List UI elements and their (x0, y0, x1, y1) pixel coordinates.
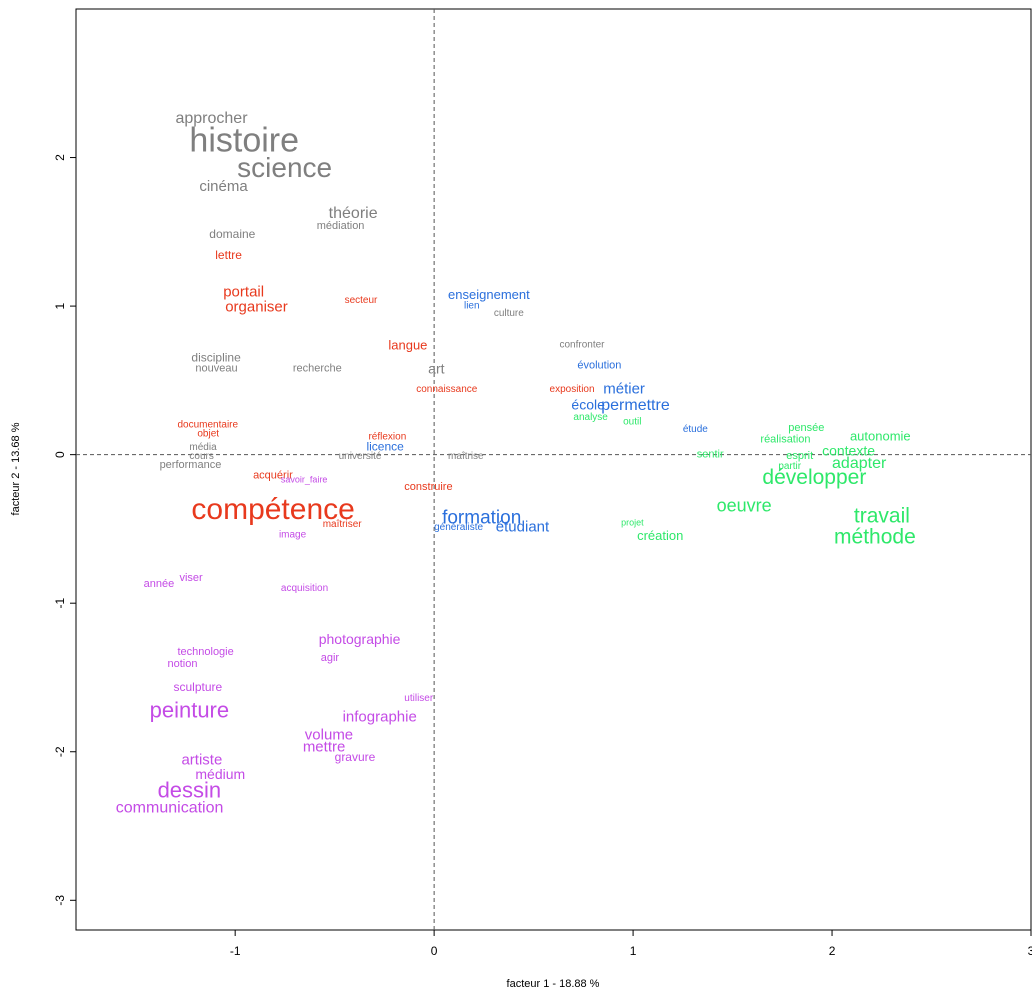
word-point: approcher (175, 110, 248, 127)
word-point: savoir_faire (281, 474, 328, 484)
word-point: organiser (225, 299, 288, 316)
word-point: acquérir (253, 469, 293, 481)
word-point: lettre (215, 248, 242, 262)
word-point: documentaire (177, 420, 238, 431)
y-tick-label: -3 (53, 895, 67, 906)
word-point: science (237, 152, 332, 183)
word-point: peinture (150, 697, 230, 722)
word-point: médium (195, 766, 245, 782)
word-point: culture (494, 308, 524, 319)
word-point: recherche (293, 362, 342, 374)
word-point: autonomie (850, 428, 911, 443)
word-point: développer (762, 466, 866, 489)
word-point: infographie (343, 709, 417, 726)
word-point: création (637, 528, 683, 543)
word-point: cinéma (199, 178, 248, 195)
word-point: projet (621, 517, 644, 527)
word-point: lien (464, 301, 480, 312)
word-point: exposition (550, 384, 595, 395)
word-point: image (279, 530, 307, 541)
word-point: université (339, 451, 382, 462)
word-point: technologie (177, 646, 233, 658)
word-point: partir (778, 461, 801, 472)
word-point: secteur (345, 295, 378, 306)
word-point: pensée (788, 422, 824, 434)
x-tick-label: 2 (829, 944, 836, 958)
word-point: compétence (191, 493, 354, 526)
word-point: méthode (834, 525, 916, 548)
word-point: nouveau (195, 362, 237, 374)
word-point: média (189, 442, 217, 453)
word-point: outil (623, 417, 641, 428)
word-point: généraliste (434, 522, 483, 533)
word-point: formation (442, 508, 521, 529)
word-point: cours (189, 451, 213, 462)
word-point: discipline (191, 350, 241, 364)
word-point: mettre (303, 738, 346, 755)
word-point: dessin (158, 778, 222, 803)
word-point: utiliser (404, 693, 434, 704)
word-point: oeuvre (717, 495, 772, 515)
word-point: réflexion (368, 431, 406, 442)
word-point: confronter (559, 339, 605, 350)
word-point: histoire (189, 122, 299, 160)
word-point: acquisition (281, 583, 328, 594)
word-point: agir (321, 652, 340, 664)
word-labels: approcherhistoiresciencecinémathéorieméd… (116, 110, 916, 816)
word-point: art (428, 361, 444, 377)
word-point: performance (160, 459, 222, 471)
x-tick-label: 3 (1028, 944, 1032, 958)
x-tick-label: 0 (431, 944, 438, 958)
word-point: analyse (573, 412, 608, 423)
word-point: travail (854, 505, 910, 528)
y-axis-label: facteur 2 - 13.68 % (10, 422, 22, 515)
word-point: portail (223, 284, 264, 301)
x-axis-label: facteur 1 - 18.88 % (507, 978, 600, 990)
word-point: maîtriser (323, 519, 363, 530)
word-point: médiation (317, 220, 365, 232)
x-axis: -1 0 1 2 3 (230, 930, 1032, 958)
word-point: métier (603, 380, 645, 397)
word-point: photographie (319, 631, 401, 647)
word-point: notion (168, 658, 198, 670)
x-tick-label: 1 (630, 944, 637, 958)
word-point: école (571, 396, 605, 412)
word-point: enseignement (448, 287, 530, 302)
word-point: étude (683, 424, 708, 435)
word-point: artiste (181, 752, 222, 769)
word-point: réalisation (760, 434, 810, 446)
word-point: licence (366, 439, 404, 453)
word-point: contexte (822, 442, 875, 458)
y-tick-label: -1 (53, 598, 67, 609)
word-point: volume (305, 726, 353, 743)
word-point: objet (197, 428, 219, 439)
y-axis: -3 -2 -1 0 1 2 (53, 154, 76, 906)
word-point: adapter (832, 455, 887, 472)
word-point: permettre (601, 397, 670, 414)
x-tick-label: -1 (230, 944, 241, 958)
word-point: sentir (697, 449, 724, 461)
word-point: année (144, 578, 175, 590)
y-tick-label: -2 (53, 746, 67, 757)
word-point: étudiant (496, 518, 550, 535)
word-point: viser (179, 572, 203, 584)
word-point: sculpture (173, 680, 222, 694)
y-tick-label: 1 (53, 302, 67, 309)
word-point: esprit (786, 450, 813, 462)
word-point: communication (116, 799, 224, 816)
word-point: maîtrise (448, 451, 484, 462)
word-point: évolution (577, 359, 621, 371)
y-tick-label: 0 (53, 451, 67, 458)
word-point: théorie (329, 205, 378, 222)
word-point: domaine (209, 227, 255, 241)
word-point: langue (388, 338, 427, 353)
plot-frame (75, 8, 1032, 931)
word-point: construire (404, 481, 452, 493)
word-point: connaissance (416, 384, 478, 395)
word-point: gravure (335, 750, 376, 764)
y-tick-label: 2 (53, 154, 67, 161)
